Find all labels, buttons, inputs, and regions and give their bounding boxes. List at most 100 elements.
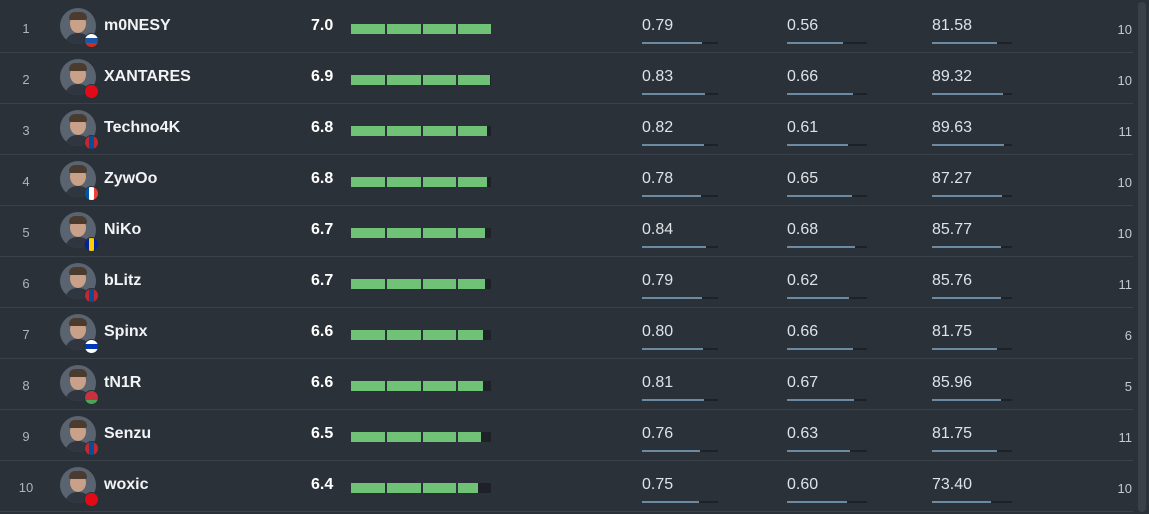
player-name[interactable]: NiKo [104, 221, 142, 238]
stat-value-1: 0.75 [642, 476, 674, 493]
player-name[interactable]: XANTARES [104, 68, 191, 85]
stat-bar-fill [642, 42, 703, 44]
stat-value-1: 0.81 [642, 374, 674, 391]
stat-bar-3 [932, 93, 1012, 95]
player-name[interactable]: Senzu [104, 425, 152, 442]
rating-bar-fill [351, 381, 483, 391]
player-name[interactable]: m0NESY [104, 17, 171, 34]
stat-bar-2 [787, 93, 867, 95]
stat-bar-fill [787, 297, 849, 299]
turkey-flag-icon [84, 84, 99, 99]
rating-bar-divider [456, 330, 458, 340]
stat-bar-fill [642, 399, 704, 401]
rating-bar [351, 432, 491, 442]
stat-bar-fill [932, 501, 991, 503]
player-row[interactable]: 8 tN1R 6.6 0.81 0.67 85.96 5 [0, 359, 1133, 410]
player-row[interactable]: 3 Techno4K 6.8 0.82 0.61 89.63 11 [0, 104, 1133, 155]
rank-number: 5 [22, 225, 30, 240]
stat-value-1: 0.76 [642, 425, 674, 442]
player-row[interactable]: 10 woxic 6.4 0.75 0.60 73.40 10 [0, 461, 1133, 512]
stat-value-1: 0.78 [642, 170, 674, 187]
rank-number: 9 [22, 429, 30, 444]
player-name[interactable]: tN1R [104, 374, 142, 391]
rating-value: 6.6 [311, 374, 334, 391]
stat-value-3: 89.63 [932, 119, 973, 136]
rank-number: 2 [22, 72, 30, 87]
rating-bar [351, 279, 491, 289]
stat-value-3: 85.76 [932, 272, 973, 289]
rating-bar-divider [421, 279, 423, 289]
rank-number: 3 [22, 123, 30, 138]
rating-bar-divider [421, 75, 423, 85]
player-row[interactable]: 4 ZywOo 6.8 0.78 0.65 87.27 10 [0, 155, 1133, 206]
stat-bar-fill [642, 348, 703, 350]
stat-bar-fill [932, 399, 1001, 401]
player-row[interactable]: 9 Senzu 6.5 0.76 0.63 81.75 11 [0, 410, 1133, 461]
rating-bar-divider [385, 75, 387, 85]
player-avatar[interactable] [60, 416, 96, 452]
stat-bar-3 [932, 42, 1012, 44]
stat-bar-fill [787, 42, 843, 44]
rating-value: 6.7 [311, 221, 334, 238]
rating-bar-divider [456, 126, 458, 136]
rating-bar-divider [456, 228, 458, 238]
player-name[interactable]: Techno4K [104, 119, 181, 136]
stat-bar-fill [932, 246, 1001, 248]
rating-value: 6.6 [311, 323, 334, 340]
stat-bar-3 [932, 144, 1012, 146]
player-row[interactable]: 5 NiKo 6.7 0.84 0.68 85.77 10 [0, 206, 1133, 257]
player-row[interactable]: 6 bLitz 6.7 0.79 0.62 85.76 11 [0, 257, 1133, 308]
player-row[interactable]: 7 Spinx 6.6 0.80 0.66 81.75 6 [0, 308, 1133, 359]
mongolia-flag-icon [84, 288, 99, 303]
rating-bar-divider [385, 432, 387, 442]
stat-bar-3 [932, 348, 1012, 350]
stat-bar-fill [932, 93, 1004, 95]
maps-count: 10 [1117, 175, 1132, 190]
stat-bar-fill [787, 195, 852, 197]
rating-value: 6.8 [311, 119, 334, 136]
rating-bar [351, 228, 491, 238]
rating-bar [351, 483, 491, 493]
player-row[interactable]: 2 XANTARES 6.9 0.83 0.66 89.32 10 [0, 53, 1133, 104]
rating-bar-divider [421, 24, 423, 34]
scrollbar-thumb[interactable] [1138, 2, 1146, 512]
rating-bar [351, 381, 491, 391]
stat-bar-fill [787, 93, 853, 95]
player-avatar[interactable] [60, 314, 96, 350]
stat-value-3: 81.58 [932, 17, 973, 34]
player-name[interactable]: bLitz [104, 272, 142, 289]
player-row[interactable]: 1 m0NESY 7.0 0.79 0.56 81.58 10 [0, 2, 1133, 53]
player-name[interactable]: ZywOo [104, 170, 158, 187]
stat-bar-fill [642, 501, 699, 503]
stat-value-3: 85.77 [932, 221, 973, 238]
stat-bar-fill [642, 195, 702, 197]
rating-bar-divider [421, 228, 423, 238]
stat-bar-fill [787, 348, 853, 350]
stat-value-1: 0.79 [642, 17, 674, 34]
stat-bar-1 [642, 399, 718, 401]
rating-bar-divider [456, 432, 458, 442]
rating-bar-divider [421, 432, 423, 442]
rating-bar-divider [456, 24, 458, 34]
rating-bar [351, 330, 491, 340]
rating-value: 6.5 [311, 425, 334, 442]
stat-value-2: 0.56 [787, 17, 819, 34]
rating-bar-divider [456, 381, 458, 391]
mongolia-flag-icon [84, 135, 99, 150]
stat-bar-3 [932, 501, 1012, 503]
rating-bar-divider [421, 381, 423, 391]
rating-bar-divider [385, 279, 387, 289]
stat-bar-fill [787, 144, 848, 146]
player-name[interactable]: Spinx [104, 323, 148, 340]
stat-value-2: 0.66 [787, 68, 819, 85]
belarus-flag-icon [84, 390, 99, 405]
stat-value-3: 89.32 [932, 68, 973, 85]
player-name[interactable]: woxic [104, 476, 149, 493]
scrollbar[interactable] [1135, 0, 1149, 514]
player-avatar[interactable] [60, 8, 96, 44]
rating-bar-divider [385, 24, 387, 34]
rating-bar [351, 177, 491, 187]
player-avatar[interactable] [60, 110, 96, 146]
rating-bar-fill [351, 177, 487, 187]
rank-number: 4 [22, 174, 30, 189]
